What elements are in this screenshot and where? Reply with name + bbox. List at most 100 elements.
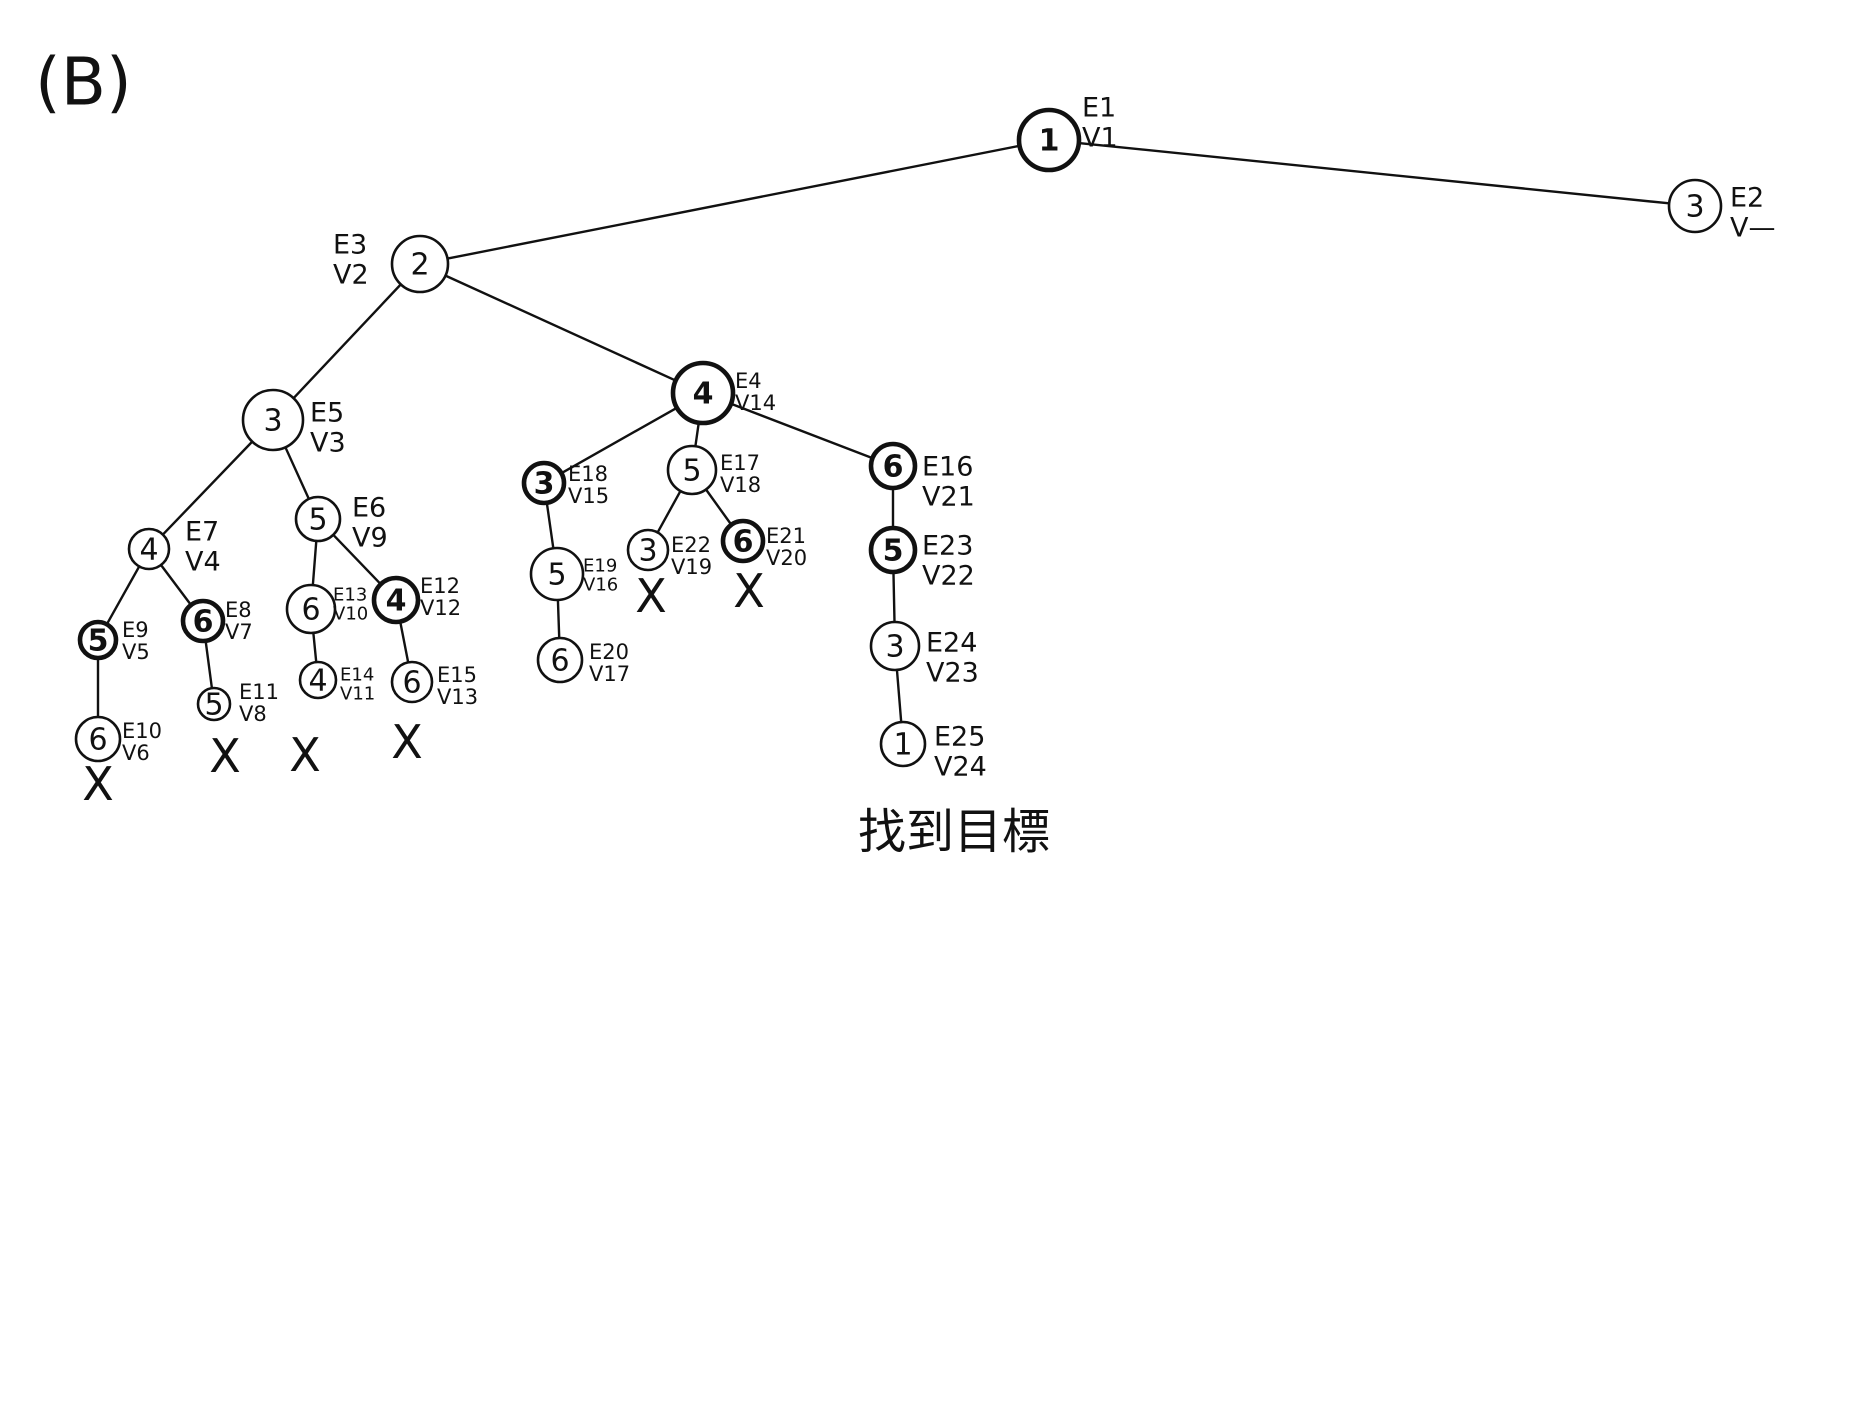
node-visit-order-label: V21: [922, 482, 975, 513]
tree-edge-n14-n22: [399, 620, 410, 664]
node-visit-order-label: V24: [934, 752, 987, 783]
tree-edge-n2-n5: [444, 274, 677, 382]
node-visit-order-label: V16: [583, 575, 618, 596]
node-expansion-order-label: E22: [671, 533, 711, 557]
node-expansion-order-label: E23: [922, 531, 973, 562]
node-circle: [294, 495, 342, 543]
node-circle: [390, 660, 434, 704]
node-value: 5: [88, 624, 109, 659]
node-expansion-order-label: E1: [1082, 93, 1116, 124]
node-value: 6: [402, 666, 421, 701]
node-circle: [371, 575, 421, 625]
node-expansion-order-label: E4: [735, 369, 762, 393]
node-expansion-order-label: E9: [122, 618, 149, 642]
node-expansion-order-label: E25: [934, 722, 985, 753]
node-visit-order-label: V11: [340, 684, 375, 705]
tree-node: 3 E2V—: [1667, 178, 1775, 244]
tree-edge-n1-n3r: [1077, 141, 1671, 205]
dead-end-cross-mark: X: [82, 757, 114, 811]
pruned-marks: XX X XX X: [82, 564, 765, 811]
node-circle: [529, 546, 585, 602]
node-expansion-order-label: E8: [225, 598, 252, 622]
node-value: 4: [139, 533, 158, 568]
tree-edge-n13-n21: [312, 631, 318, 664]
node-circle: [241, 388, 305, 452]
node-circle: [626, 528, 670, 572]
tree-edge-n5-n10: [729, 402, 874, 460]
node-value: 6: [733, 525, 754, 560]
node-expansion-order-label: E16: [922, 452, 973, 483]
node-circle: [868, 441, 918, 491]
tree-edge-n9-n17: [704, 488, 733, 526]
node-visit-order-label: V19: [671, 555, 712, 579]
node-circle: [285, 583, 337, 635]
tree-edge-n7-n13: [311, 539, 318, 587]
node-value: 6: [550, 644, 569, 679]
node-visit-order-label: V22: [922, 561, 975, 592]
node-visit-order-label: V7: [225, 620, 253, 644]
node-expansion-order-label: E20: [589, 640, 629, 664]
node-expansion-order-label: E14: [340, 665, 374, 686]
node-circle: [390, 234, 450, 294]
node-expansion-order-label: E6: [352, 493, 386, 524]
node-value: 1: [893, 728, 912, 763]
node-value: 3: [638, 534, 657, 569]
tree-edge-n9-n16: [656, 489, 682, 534]
node-visit-order-label: V3: [310, 428, 346, 459]
goal-found-note: 找到目標: [858, 804, 1050, 860]
node-visit-order-label: V5: [122, 640, 150, 664]
node-value: 5: [308, 503, 327, 538]
tree-edges: [96, 141, 1671, 724]
dead-end-cross-mark: X: [209, 729, 241, 783]
node-value: 3: [1685, 190, 1704, 225]
node-value: 5: [682, 454, 701, 489]
node-circle: [127, 527, 171, 571]
node-value: 4: [308, 664, 327, 699]
node-circle: [77, 619, 119, 661]
node-expansion-order-label: E19: [583, 556, 617, 577]
dead-end-cross-mark: X: [635, 569, 667, 623]
node-visit-order-label: V14: [735, 391, 776, 415]
node-visit-order-label: V—: [1730, 213, 1775, 244]
tree-edge-n6-n11: [105, 565, 141, 626]
node-expansion-order-label: E12: [420, 574, 460, 598]
node-circle: [879, 720, 927, 768]
node-visit-order-label: V12: [420, 596, 461, 620]
node-value: 3: [263, 404, 282, 439]
node-circle: [869, 620, 921, 672]
node-visit-order-label: V1: [1082, 123, 1118, 154]
node-value: 5: [204, 688, 223, 723]
node-expansion-order-label: E13: [333, 585, 367, 606]
node-circle: [1667, 178, 1723, 234]
tree-edge-n12-n20: [204, 639, 214, 690]
dead-end-cross-mark: X: [733, 564, 765, 618]
node-visit-order-label: V13: [437, 685, 478, 709]
node-value: 6: [88, 723, 107, 758]
part-label: (B): [35, 44, 132, 121]
node-visit-order-label: V18: [720, 473, 761, 497]
node-circle: [1016, 107, 1082, 173]
node-expansion-order-label: E3: [333, 230, 367, 261]
node-value: 6: [883, 450, 904, 485]
node-value: 5: [883, 534, 904, 569]
node-visit-order-label: V10: [333, 604, 368, 625]
dead-end-cross-mark: X: [289, 728, 321, 782]
node-value: 2: [410, 248, 429, 283]
node-value: 1: [1039, 124, 1060, 159]
